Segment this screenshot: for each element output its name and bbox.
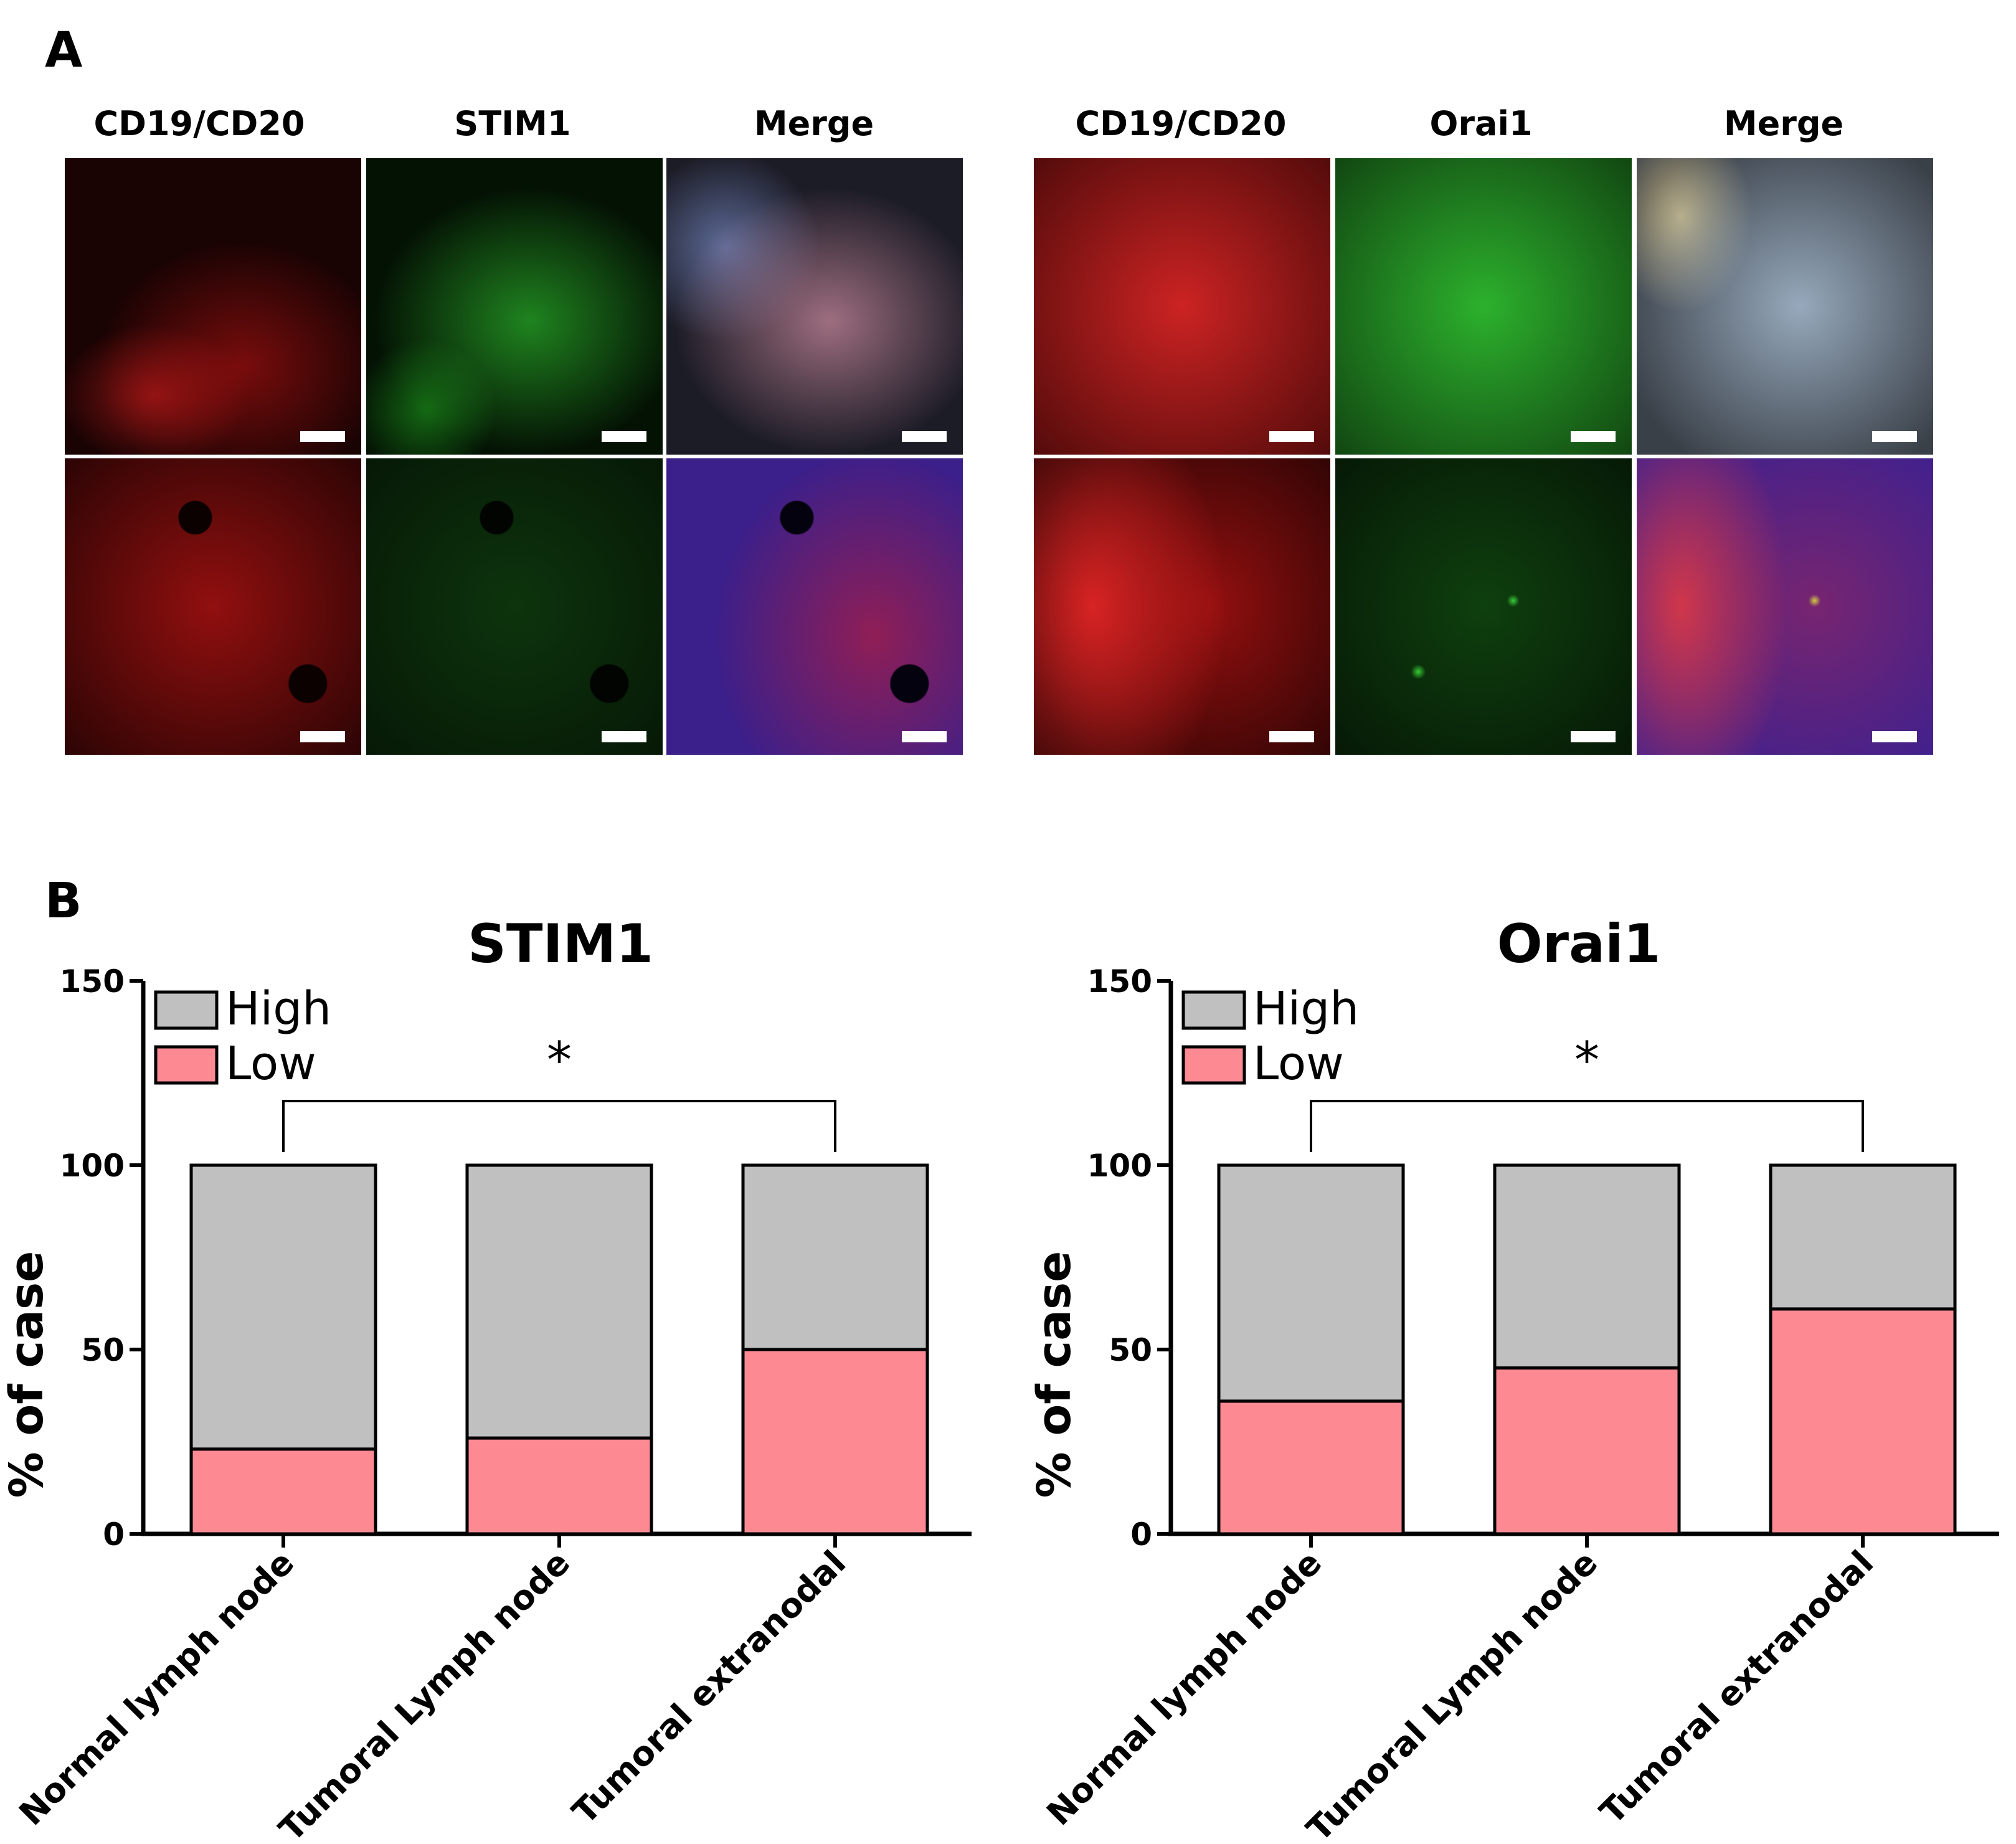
- significance-marker: *: [547, 1031, 572, 1089]
- x-tick-label: Tumoral extranodal: [565, 1543, 854, 1832]
- significance-bracket: [1310, 1100, 1864, 1152]
- scale-bar: [1571, 431, 1616, 442]
- legend-swatch-low: [154, 1045, 219, 1085]
- scale-bar: [1571, 731, 1616, 742]
- y-tick-label: 50: [1109, 1332, 1152, 1368]
- micrograph-merge-stim-top: [666, 158, 963, 455]
- legend-label-low: Low: [225, 1037, 316, 1090]
- col-label-merge-left: Merge: [754, 104, 874, 143]
- scale-bar: [902, 431, 947, 442]
- chart-stim1: STIM1 0 50 100 150 % of case Normal lymph node…: [0, 913, 972, 1843]
- x-tick-label: Tumoral Lymph node: [1299, 1543, 1605, 1843]
- chart-title: Orai1: [1497, 913, 1661, 975]
- scale-bar: [602, 731, 646, 742]
- significance-bracket: [282, 1100, 836, 1152]
- panel-b-charts: STIM1 0 50 100 150 % of case Normal lymph node…: [0, 913, 1999, 1843]
- bar-high-0: [1217, 1163, 1405, 1403]
- y-tick-label: 50: [81, 1332, 125, 1368]
- panel-a-letter: A: [45, 22, 83, 78]
- col-label-merge-right: Merge: [1723, 104, 1844, 143]
- micrograph-orai1-bottom: [1335, 458, 1632, 755]
- scale-bar: [1872, 731, 1917, 742]
- y-tick-label: 100: [60, 1148, 125, 1184]
- micrograph-merge-stim-bottom: [666, 458, 963, 755]
- chart-orai1: Orai1 0 50 100 150 % of case Normal lymph node…: [1028, 913, 1999, 1843]
- micrograph-cd19cd20-orai-bottom: [1034, 458, 1330, 755]
- y-axis-label: % of case: [1028, 1251, 1081, 1498]
- micrograph-stim1-top: [366, 158, 663, 455]
- bar-high-0: [189, 1163, 377, 1451]
- scale-bar: [300, 731, 345, 742]
- scale-bar: [1872, 431, 1917, 442]
- bar-low-2: [1769, 1307, 1957, 1536]
- micrograph-merge-orai-bottom: [1637, 458, 1933, 755]
- y-tick-label: 150: [60, 963, 125, 1000]
- x-tick-label: Normal lymph node: [11, 1543, 301, 1833]
- col-label-cd19cd20-right: CD19/CD20: [1075, 104, 1287, 143]
- y-tick-label: 0: [1130, 1516, 1152, 1553]
- micrograph-stim1-bottom: [366, 458, 663, 755]
- bar-low-0: [1217, 1399, 1405, 1536]
- y-tick-label: 150: [1087, 963, 1152, 1000]
- bar-high-1: [465, 1163, 653, 1440]
- x-tick-label: Tumoral Lymph node: [272, 1543, 577, 1843]
- panel-b-letter: B: [45, 873, 82, 929]
- col-label-cd19cd20-left: CD19/CD20: [93, 104, 305, 143]
- col-label-stim1: STIM1: [454, 104, 571, 143]
- scale-bar: [902, 731, 947, 742]
- scale-bar: [1269, 731, 1314, 742]
- legend-swatch-low: [1181, 1045, 1246, 1085]
- y-axis-label: % of case: [0, 1251, 54, 1498]
- scale-bar: [602, 431, 646, 442]
- legend-label-high: High: [1253, 982, 1359, 1036]
- bar-low-1: [1493, 1366, 1681, 1536]
- micrograph-merge-orai-top: [1637, 158, 1933, 455]
- micrograph-cd19cd20-stim-bottom: [65, 458, 361, 755]
- bar-high-2: [1769, 1163, 1957, 1311]
- y-tick-label: 100: [1087, 1148, 1152, 1184]
- x-tick-label: Tumoral extranodal: [1592, 1543, 1881, 1832]
- scale-bar: [1269, 431, 1314, 442]
- legend-swatch-high: [154, 990, 219, 1030]
- micrograph-cd19cd20-orai-top: [1034, 158, 1330, 455]
- legend-label-high: High: [225, 982, 331, 1036]
- scale-bar: [300, 431, 345, 442]
- legend-swatch-high: [1181, 990, 1246, 1030]
- chart-title: STIM1: [468, 913, 653, 975]
- bar-low-2: [741, 1348, 929, 1536]
- micrograph-cd19cd20-stim-top: [65, 158, 361, 455]
- bar-low-1: [465, 1436, 653, 1536]
- micrograph-orai1-top: [1335, 158, 1632, 455]
- legend-label-low: Low: [1253, 1037, 1344, 1090]
- col-label-orai1: Orai1: [1429, 104, 1533, 143]
- y-tick-label: 0: [103, 1516, 125, 1553]
- significance-marker: *: [1574, 1031, 1599, 1089]
- bar-low-0: [189, 1447, 377, 1536]
- bar-high-2: [741, 1163, 929, 1351]
- x-tick-label: Normal lymph node: [1039, 1543, 1329, 1833]
- bar-high-1: [1493, 1163, 1681, 1370]
